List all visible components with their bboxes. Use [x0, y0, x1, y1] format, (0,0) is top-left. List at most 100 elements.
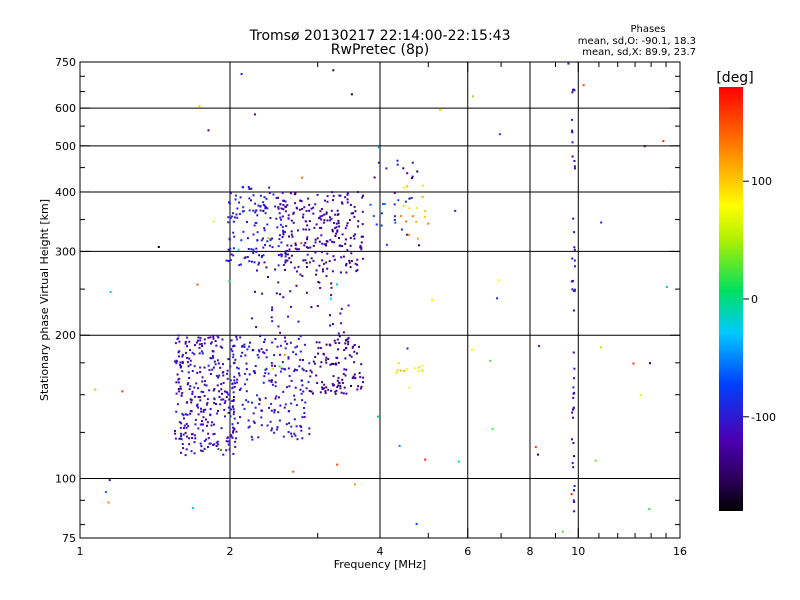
data-point: [317, 281, 320, 283]
data-point: [180, 432, 182, 435]
data-point: [394, 221, 397, 224]
data-point: [177, 351, 180, 354]
data-point: [496, 297, 499, 300]
data-point: [271, 320, 274, 323]
data-point: [342, 255, 345, 258]
data-point: [263, 341, 266, 343]
data-point: [278, 365, 281, 368]
data-point: [571, 118, 574, 121]
data-point: [233, 344, 236, 347]
data-point: [345, 264, 347, 267]
data-point: [342, 331, 345, 334]
data-point: [303, 343, 306, 346]
data-point: [206, 424, 208, 427]
data-point: [334, 392, 337, 395]
data-point: [188, 443, 191, 446]
data-point: [178, 350, 181, 353]
data-point: [302, 213, 305, 216]
data-point: [207, 129, 210, 132]
data-point: [254, 372, 256, 374]
data-point: [215, 445, 218, 447]
data-point: [189, 363, 192, 366]
data-point: [323, 219, 326, 222]
data-point: [213, 423, 215, 426]
data-point: [300, 199, 303, 202]
data-point: [301, 275, 304, 277]
data-point: [232, 391, 235, 394]
data-point: [572, 88, 575, 91]
data-point: [297, 229, 299, 232]
data-point: [263, 352, 266, 355]
data-point: [359, 376, 362, 379]
data-point: [336, 209, 339, 212]
data-point: [299, 273, 302, 276]
data-point: [300, 426, 303, 429]
data-point: [406, 233, 408, 236]
data-point: [416, 237, 419, 240]
data-point: [194, 423, 197, 426]
data-point: [665, 286, 668, 288]
data-point: [242, 210, 245, 213]
data-point: [295, 206, 298, 209]
data-point: [271, 306, 274, 309]
data-point: [274, 268, 277, 271]
data-point: [397, 362, 400, 365]
data-point: [221, 392, 223, 395]
data-point: [356, 191, 359, 193]
data-point: [212, 220, 215, 223]
data-point: [200, 342, 203, 345]
data-point: [572, 351, 575, 354]
data-point: [431, 299, 433, 302]
data-point: [259, 398, 261, 401]
data-point: [212, 337, 215, 340]
data-point: [320, 226, 323, 229]
data-point: [260, 348, 263, 351]
data-point: [319, 347, 322, 350]
data-point: [308, 209, 311, 212]
data-point: [334, 235, 337, 237]
data-point: [188, 388, 191, 391]
data-point: [227, 221, 230, 224]
data-point: [335, 356, 338, 359]
data-point: [197, 339, 199, 342]
data-point: [277, 206, 280, 208]
data-point: [230, 408, 233, 411]
data-point: [176, 403, 179, 406]
data-point: [253, 370, 256, 373]
data-point: [330, 294, 333, 297]
data-point: [229, 365, 232, 368]
data-point: [393, 203, 396, 206]
data-point: [269, 420, 272, 423]
data-point: [573, 246, 576, 249]
data-point: [264, 338, 266, 341]
data-point: [290, 305, 292, 308]
data-point: [190, 450, 193, 453]
data-point: [260, 256, 263, 258]
data-point: [230, 339, 233, 342]
data-point: [353, 373, 356, 376]
data-point: [184, 342, 187, 345]
data-point: [352, 375, 355, 378]
data-point: [326, 195, 329, 198]
data-point: [286, 250, 289, 252]
data-point: [227, 358, 230, 361]
data-point: [293, 394, 296, 397]
data-point: [235, 437, 237, 440]
data-point: [209, 373, 212, 375]
data-point: [416, 170, 419, 173]
data-point: [265, 197, 268, 200]
data-point: [643, 145, 646, 148]
data-point: [423, 215, 426, 218]
data-point: [229, 415, 232, 418]
data-point: [301, 437, 304, 440]
data-point: [197, 406, 200, 409]
data-point: [250, 187, 253, 190]
data-point: [240, 239, 243, 242]
data-point: [318, 281, 321, 284]
data-point: [288, 375, 291, 377]
data-point: [361, 223, 364, 226]
data-point: [408, 207, 411, 210]
data-point: [177, 381, 180, 384]
data-point: [220, 383, 223, 386]
